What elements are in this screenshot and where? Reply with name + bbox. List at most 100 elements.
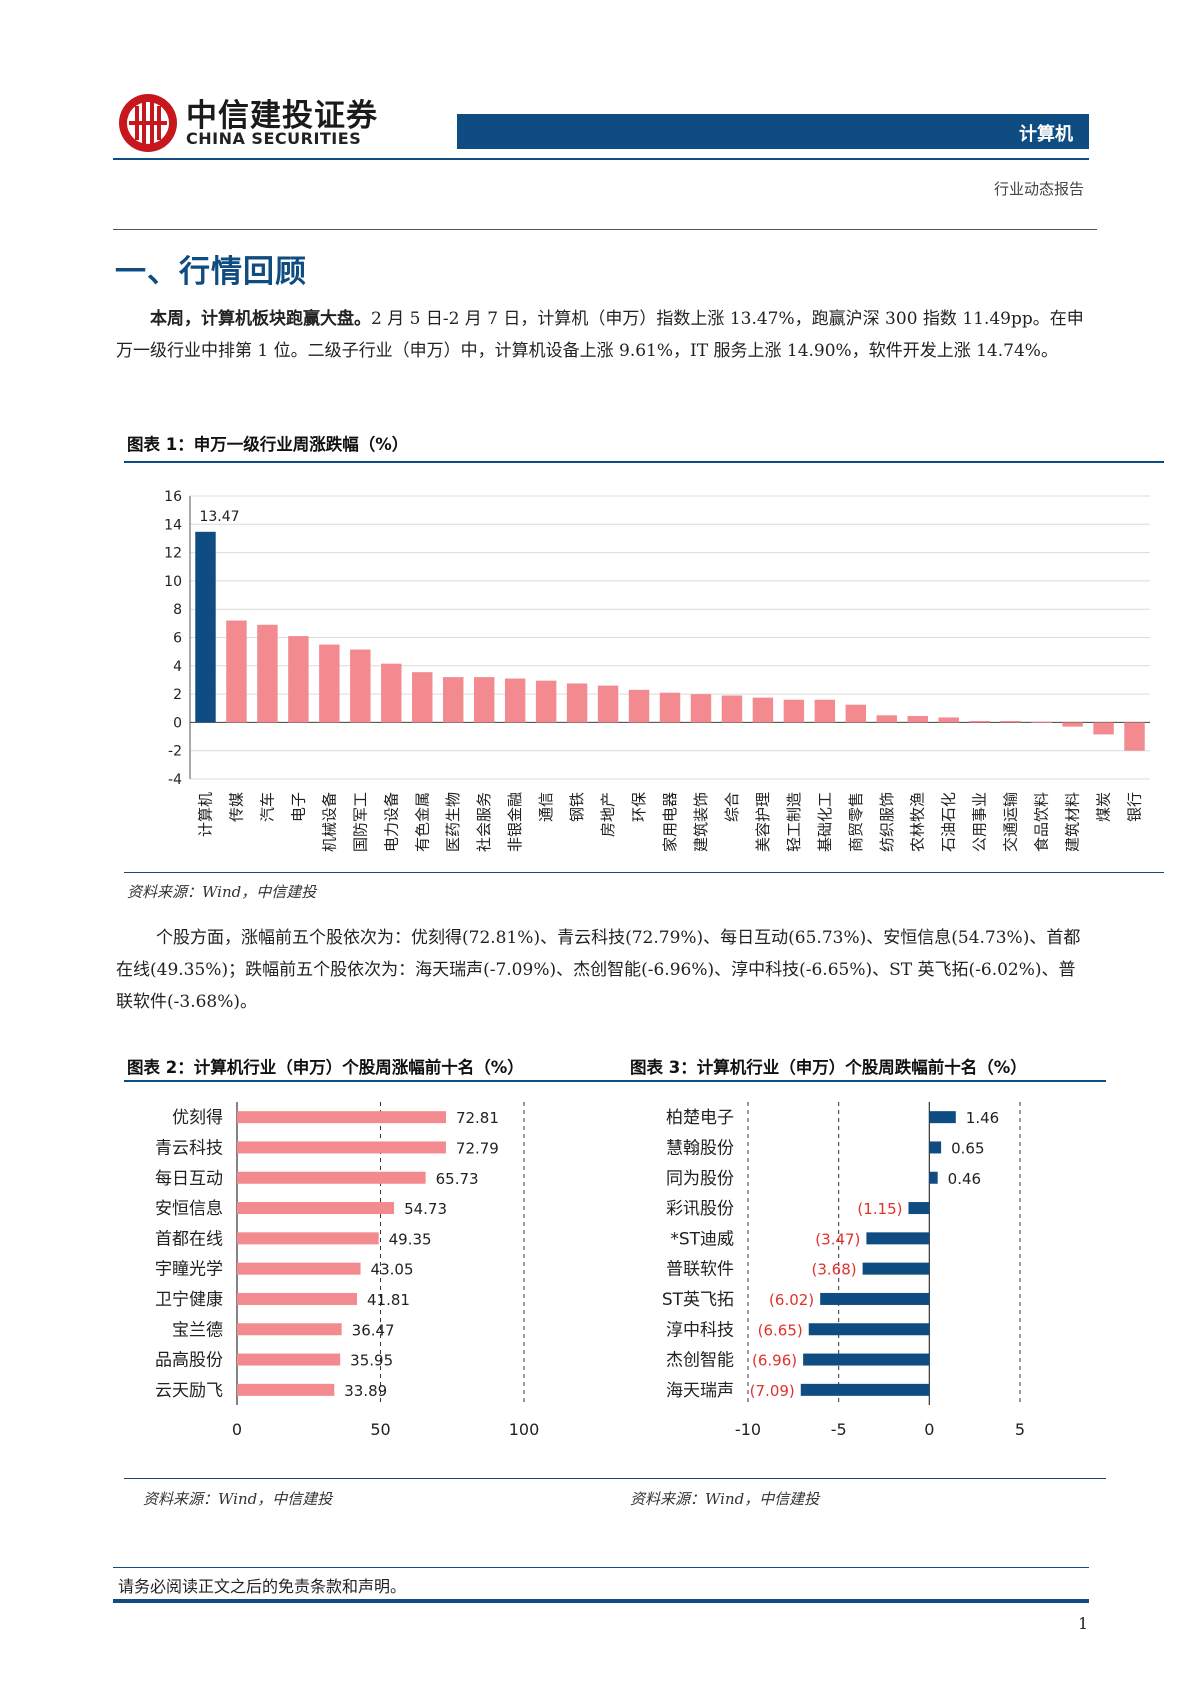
bar: [473, 677, 495, 723]
bar: [866, 1232, 930, 1245]
footer-rule-thick: [113, 1599, 1089, 1603]
bar: [628, 689, 650, 723]
y-tick-label: 12: [164, 546, 182, 562]
bar: [845, 704, 867, 723]
footer-rule-thin: [113, 1567, 1089, 1568]
section-tag-bar: 计算机: [457, 114, 1089, 149]
bar: [929, 1171, 938, 1184]
x-tick-label-text: 机械设备: [320, 792, 338, 852]
data-label: (6.02): [769, 1291, 814, 1309]
data-label: 43.05: [371, 1261, 414, 1279]
y-tick-label: 14: [164, 517, 182, 533]
x-tick-label-text: 电子: [289, 792, 307, 822]
x-tick-label-text: 农林牧渔: [909, 792, 927, 852]
y-tick-label: 2: [173, 687, 182, 703]
bar: [443, 677, 464, 723]
x-tick-label: 50: [370, 1420, 390, 1439]
paragraph-stock-review: 个股方面，涨幅前五个股依次为：优刻得(72.81%)、青云科技(72.79%)、…: [116, 928, 1081, 1012]
bar: [381, 663, 402, 723]
x-tick-label-text: 交通运输: [1002, 792, 1020, 852]
section-title: 一、行情回顾: [115, 254, 307, 290]
category-label: 优刻得: [172, 1108, 223, 1128]
y-tick-label: 0: [173, 715, 182, 731]
x-tick-label-text: 钢铁: [568, 792, 586, 822]
x-tick-label-text: 国防军工: [351, 792, 369, 852]
bar: [257, 624, 278, 723]
x-tick-label-text: 传媒: [227, 792, 245, 822]
data-label: 72.79: [456, 1139, 499, 1157]
x-tick-label: 5: [1015, 1420, 1025, 1439]
bar: [929, 1111, 956, 1124]
header-divider: [113, 229, 1097, 230]
bar: [1093, 722, 1114, 735]
bar: [876, 715, 897, 723]
data-label: 36.47: [352, 1321, 395, 1339]
category-label: *ST迪威: [670, 1229, 734, 1249]
data-label: (3.47): [815, 1230, 860, 1248]
category-label: 宝兰德: [172, 1320, 223, 1340]
figure-2-title: 图表 2：计算机行业（申万）个股周涨幅前十名（%）: [127, 1058, 524, 1077]
category-label: 彩讯股份: [666, 1199, 734, 1219]
data-label: 54.73: [404, 1200, 447, 1218]
bar: [783, 699, 805, 723]
x-tick-label: -5: [831, 1420, 847, 1439]
x-tick-label-text: 计算机: [196, 792, 214, 837]
x-tick-label-text: 房地产: [599, 792, 617, 837]
category-label: 杰创智能: [666, 1351, 734, 1371]
x-tick-label-text: 银行: [1126, 792, 1144, 822]
bar: [237, 1111, 446, 1124]
bar: [929, 1141, 942, 1154]
bar: [862, 1262, 930, 1275]
x-tick-label-text: 有色金属: [413, 792, 431, 852]
bar: [814, 699, 836, 723]
bar: [237, 1353, 341, 1366]
section-tag-label: 计算机: [1019, 124, 1073, 145]
bar: [659, 692, 681, 723]
report-type: 行业动态报告: [993, 180, 1084, 198]
x-tick-label: 100: [509, 1420, 540, 1439]
data-label: 41.81: [367, 1291, 410, 1309]
data-label: (1.15): [857, 1200, 902, 1218]
paragraph-market-review: 本周，计算机板块跑赢大盘。2 月 5 日-2 月 7 日，计算机（申万）指数上涨…: [116, 303, 1088, 367]
figure-1-bottom-rule: [124, 872, 1164, 873]
industry-weekly-change-chart: -4 -2 0 2 4 6 8 10 12 14 16 计算机 传媒 汽车 电子 机械设备 国防军工 电力设备 有色…: [164, 489, 1150, 852]
bar: [237, 1202, 395, 1215]
bar: [908, 1202, 930, 1215]
bar: [808, 1323, 930, 1336]
x-tick-label-text: 建筑装饰: [692, 792, 710, 852]
x-tick-label-text: 电力设备: [382, 792, 400, 852]
bar: [237, 1171, 426, 1184]
x-tick-label-text: 公用事业: [971, 792, 989, 852]
brand-name-en: CHINA SECURITIES: [186, 129, 362, 148]
x-tick-label-text: 汽车: [258, 792, 276, 822]
category-label: 同为股份: [666, 1169, 734, 1189]
figure-2-3-top-rule: [124, 1080, 1106, 1082]
x-tick-label-text: 家用电器: [661, 792, 679, 852]
x-tick-label-text: 非银金融: [506, 792, 524, 852]
bar: [969, 720, 990, 723]
bar: [226, 620, 247, 723]
bar: [820, 1292, 930, 1305]
category-label: 每日互动: [155, 1169, 223, 1189]
x-tick-label-text: 美容护理: [754, 792, 772, 852]
x-tick-label-text: 石油石化: [940, 792, 958, 852]
bar: [237, 1292, 357, 1305]
figure-1-top-rule: [124, 461, 1164, 463]
disclaimer-note: 请务必阅读正文之后的免责条款和声明。: [118, 1577, 407, 1596]
category-label: 卫宁健康: [155, 1290, 223, 1310]
x-tick-label-text: 建筑材料: [1064, 792, 1082, 852]
top-losers-chart: 柏楚电子 1.46 慧翰股份 0.65 同为股份 0.46 彩讯股份 (1.15) *ST迪威 (…: [662, 1102, 1025, 1439]
brand-name-cn: 中信建投证券: [186, 98, 378, 134]
data-label: (6.65): [758, 1321, 803, 1339]
category-label: 宇瞳光学: [155, 1260, 223, 1280]
category-label: 首都在线: [155, 1229, 223, 1249]
x-tick-label-text: 医药生物: [444, 792, 462, 852]
bar: [535, 680, 557, 723]
data-label: 35.95: [350, 1352, 393, 1370]
bar: [237, 1141, 446, 1154]
bar: [504, 678, 526, 723]
paragraph-lead: 本周，计算机板块跑赢大盘。: [150, 309, 371, 329]
bar: [597, 685, 619, 723]
category-label: 慧翰股份: [666, 1138, 734, 1158]
data-label: 33.89: [344, 1382, 387, 1400]
